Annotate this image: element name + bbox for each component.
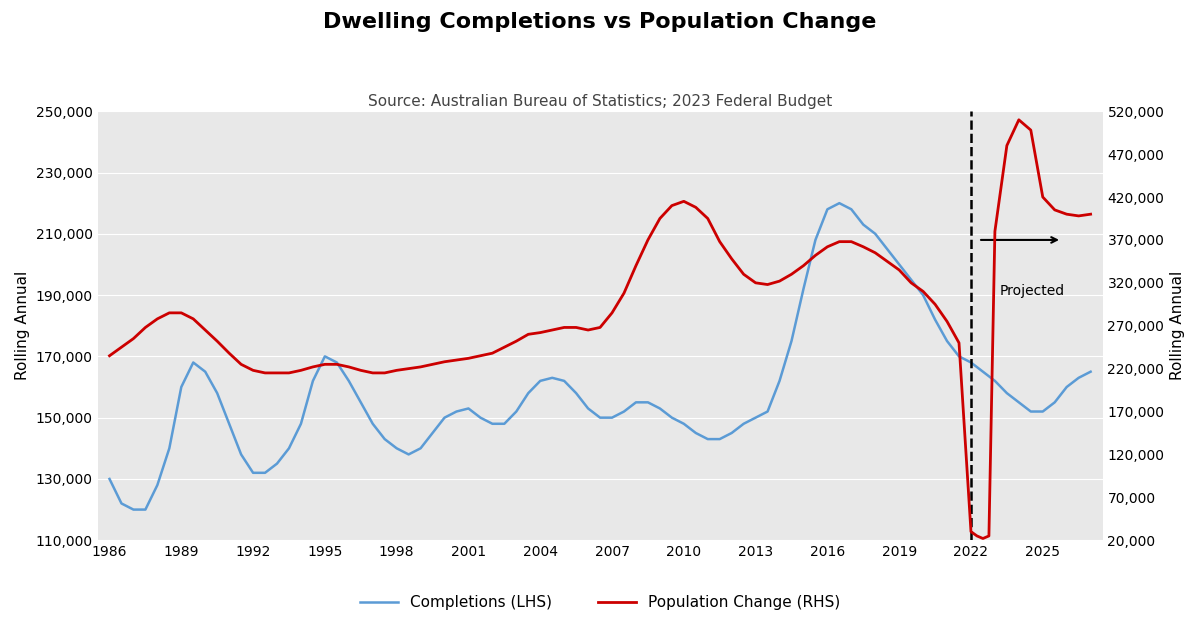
- Completions (LHS): [832, 200, 846, 207]
- Population Change (RHS): [449, 356, 463, 364]
- Y-axis label: Rolling Annual: Rolling Annual: [1170, 271, 1186, 381]
- Completions (LHS): [126, 506, 140, 514]
- Text: Projected: Projected: [1000, 285, 1064, 298]
- Population Change (RHS): [976, 535, 990, 542]
- Population Change (RHS): [605, 309, 619, 316]
- Legend: Completions (LHS), Population Change (RHS): Completions (LHS), Population Change (RH…: [354, 589, 846, 617]
- Population Change (RHS): [1048, 206, 1062, 213]
- Population Change (RHS): [102, 352, 116, 359]
- Completions (LHS): [820, 205, 834, 213]
- Y-axis label: Rolling Annual: Rolling Annual: [14, 271, 30, 381]
- Line: Completions (LHS): Completions (LHS): [109, 203, 1091, 510]
- Completions (LHS): [318, 353, 332, 360]
- Population Change (RHS): [1012, 116, 1026, 124]
- Completions (LHS): [1084, 368, 1098, 376]
- Completions (LHS): [258, 469, 272, 477]
- Population Change (RHS): [402, 365, 416, 373]
- Completions (LHS): [892, 261, 906, 268]
- Completions (LHS): [174, 383, 188, 391]
- Line: Population Change (RHS): Population Change (RHS): [109, 120, 1091, 539]
- Population Change (RHS): [413, 363, 427, 371]
- Title: Source: Australian Bureau of Statistics; 2023 Federal Budget: Source: Australian Bureau of Statistics;…: [368, 94, 832, 109]
- Completions (LHS): [102, 475, 116, 483]
- Text: Dwelling Completions vs Population Change: Dwelling Completions vs Population Chang…: [323, 12, 877, 32]
- Completions (LHS): [701, 436, 715, 443]
- Population Change (RHS): [270, 369, 284, 377]
- Population Change (RHS): [1084, 210, 1098, 218]
